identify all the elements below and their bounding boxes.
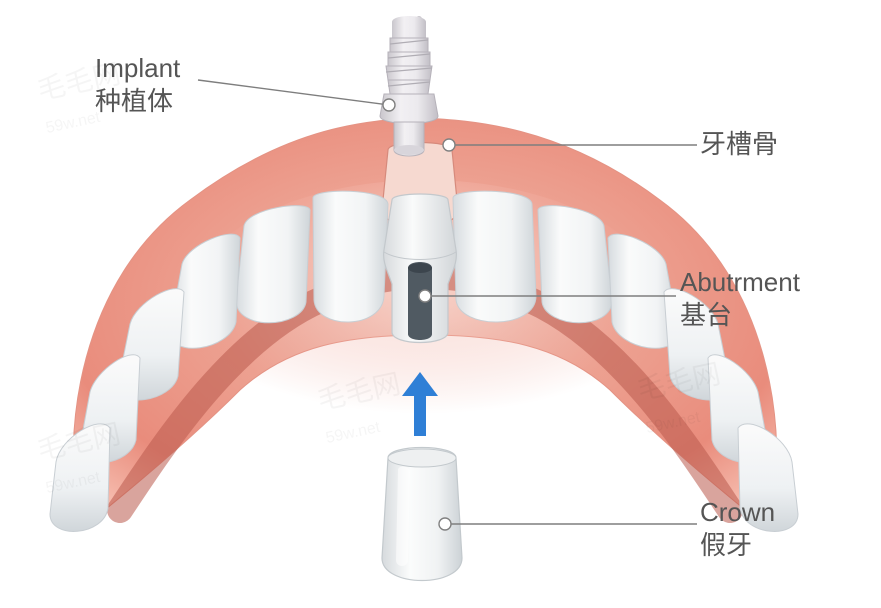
label-abutment-en: Abutrment (680, 266, 800, 299)
label-abutment-cn: 基台 (680, 299, 800, 332)
label-alveolar: 牙槽骨 (700, 128, 778, 161)
label-crown-cn: 假牙 (700, 529, 775, 562)
implant-leader (198, 80, 389, 105)
label-crown: Crown 假牙 (700, 496, 775, 561)
label-abutment: Abutrment 基台 (680, 266, 800, 331)
label-implant-en: Implant (95, 52, 180, 85)
label-crown-en: Crown (700, 496, 775, 529)
label-implant: Implant 种植体 (95, 52, 180, 117)
dental-implant-diagram: Implant 种植体 牙槽骨 Abutrment 基台 Crown 假牙 毛毛… (0, 0, 881, 603)
label-implant-cn: 种植体 (95, 85, 180, 118)
label-alveolar-cn: 牙槽骨 (700, 128, 778, 161)
